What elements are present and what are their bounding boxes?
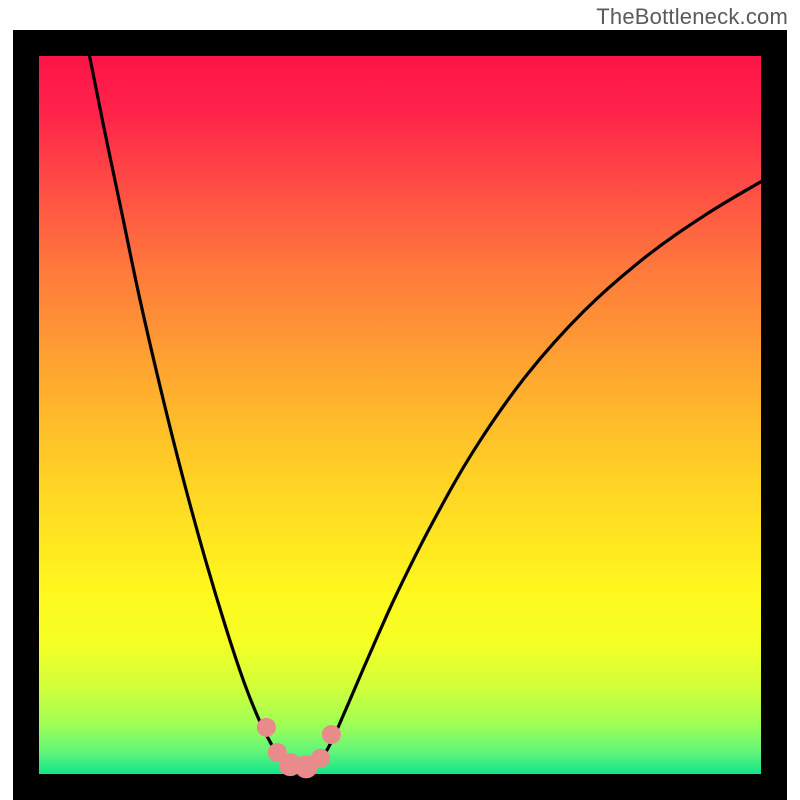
valley-marker [257, 718, 275, 736]
valley-marker [322, 726, 340, 744]
chart-canvas: TheBottleneck.com [0, 0, 800, 800]
watermark-text: TheBottleneck.com [596, 4, 788, 30]
plot-background [39, 56, 761, 774]
bottleneck-chart [0, 0, 800, 800]
valley-marker [312, 749, 330, 767]
